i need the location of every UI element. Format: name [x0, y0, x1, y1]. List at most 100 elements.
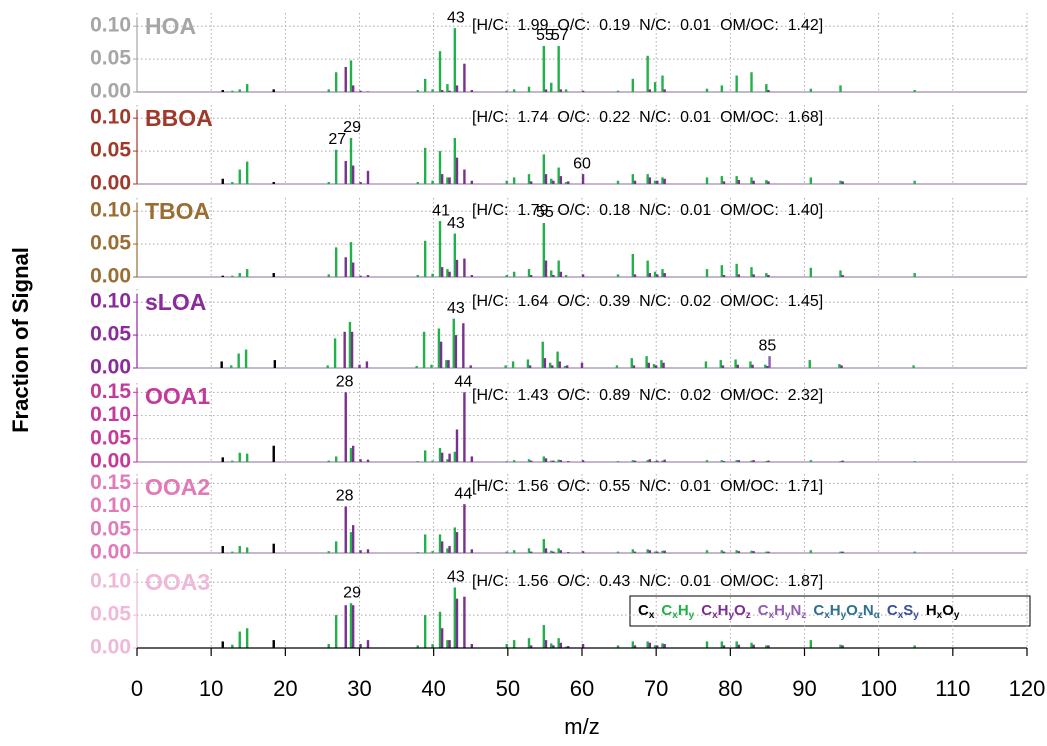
bar — [767, 645, 770, 648]
bar — [809, 177, 813, 184]
bar — [705, 550, 709, 553]
bar — [527, 459, 531, 462]
bar — [544, 458, 548, 462]
bar — [237, 353, 240, 368]
bar — [722, 181, 726, 184]
bar — [351, 445, 355, 462]
bar — [244, 349, 248, 368]
bar — [632, 365, 636, 368]
x-tick-label: 70 — [644, 676, 668, 701]
bar — [808, 360, 811, 368]
bar — [529, 645, 533, 648]
bar — [750, 267, 753, 277]
bar — [839, 644, 842, 648]
bar — [359, 644, 362, 648]
bar — [663, 644, 666, 648]
bar — [463, 504, 466, 553]
bar — [705, 88, 709, 92]
bar — [633, 551, 637, 553]
bar — [737, 180, 741, 184]
bar — [552, 180, 555, 184]
bar — [840, 365, 843, 368]
bar — [512, 640, 516, 648]
bar — [529, 551, 533, 553]
bar — [505, 551, 508, 553]
x-tick-label: 40 — [421, 676, 445, 701]
bar — [544, 174, 548, 184]
bar — [809, 460, 813, 462]
bar — [565, 365, 569, 368]
bar — [631, 641, 635, 648]
bar — [616, 90, 620, 92]
y-tick-label: 0.10 — [90, 494, 131, 517]
bar — [557, 45, 560, 92]
bar — [559, 460, 563, 462]
bar — [661, 177, 664, 184]
bar — [504, 365, 507, 368]
ratio-annotation: [H/C: 1.64 O/C: 0.39 N/C: 0.02 OM/OC: 1.… — [472, 293, 823, 310]
bar — [351, 165, 355, 184]
bar — [238, 452, 241, 462]
bar — [440, 267, 444, 277]
bar — [505, 90, 508, 92]
bar — [431, 551, 434, 553]
bar — [351, 525, 355, 553]
x-tick-label: 110 — [935, 676, 970, 701]
bar — [416, 275, 419, 277]
bar — [564, 182, 568, 184]
bar — [422, 331, 426, 368]
y-axis-label: Fraction of Signal — [8, 247, 33, 433]
bar — [221, 90, 224, 92]
bar — [544, 548, 548, 553]
bar — [448, 546, 451, 553]
legend-entry: CxHyOzNα — [813, 602, 880, 621]
bar — [581, 174, 585, 184]
bar — [446, 640, 449, 648]
peak-label: 29 — [343, 584, 361, 601]
bar — [238, 89, 241, 92]
bar — [615, 365, 619, 368]
bar — [631, 549, 635, 553]
bar — [633, 460, 637, 462]
bar — [750, 642, 753, 648]
bar — [423, 450, 427, 462]
bar — [453, 527, 457, 553]
bar — [720, 460, 724, 462]
bar — [463, 63, 466, 92]
bar — [630, 358, 633, 368]
bar — [558, 361, 561, 368]
bar — [656, 460, 659, 462]
peak-label: 41 — [432, 202, 450, 219]
bar — [230, 365, 233, 368]
bar — [722, 551, 726, 553]
bar — [440, 541, 444, 553]
bar — [221, 457, 224, 462]
bar — [550, 643, 553, 648]
y-tick-label: 0.15 — [90, 380, 131, 403]
bar — [470, 90, 474, 92]
bar — [616, 461, 620, 462]
y-tick-label: 0.00 — [90, 80, 131, 103]
bar — [238, 169, 241, 184]
bar — [550, 270, 553, 277]
bar — [543, 358, 547, 368]
bar — [564, 89, 568, 92]
bar — [646, 260, 649, 277]
bar — [705, 269, 709, 277]
bar — [272, 182, 275, 184]
bar — [358, 364, 361, 368]
bar — [447, 360, 450, 368]
bar — [662, 362, 665, 368]
bar — [273, 360, 277, 368]
bar — [221, 178, 224, 184]
bar — [220, 361, 223, 368]
bar — [334, 541, 338, 553]
bar — [527, 548, 531, 553]
bar — [416, 182, 419, 184]
bar — [563, 366, 567, 368]
ratio-annotation: [H/C: 1.43 O/C: 0.89 N/C: 0.02 OM/OC: 2.… — [472, 387, 823, 404]
bar — [646, 549, 649, 553]
bar — [764, 364, 767, 368]
bar — [559, 89, 563, 92]
bar — [529, 275, 533, 277]
